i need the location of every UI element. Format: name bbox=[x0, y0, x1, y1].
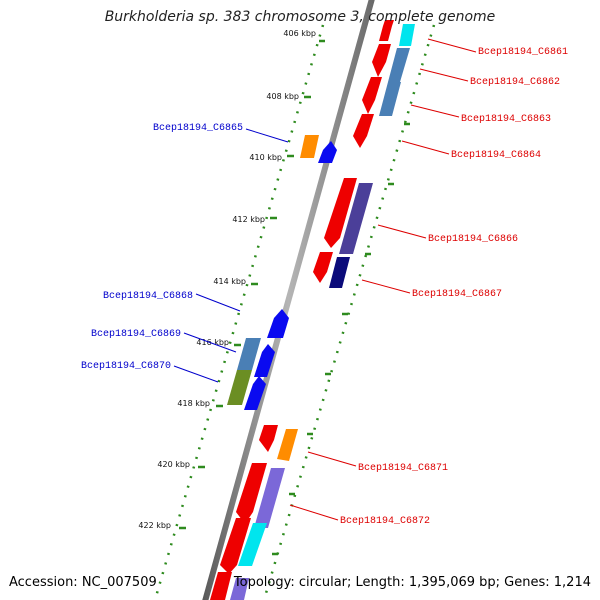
gene-box[interactable] bbox=[237, 338, 261, 370]
gene-box[interactable] bbox=[399, 24, 415, 46]
gene-box[interactable] bbox=[230, 578, 249, 600]
scale-label: 420 kbp bbox=[157, 460, 190, 469]
gene-box[interactable] bbox=[277, 429, 298, 461]
gene-box[interactable] bbox=[379, 82, 401, 116]
gene-box[interactable] bbox=[300, 135, 319, 158]
gene-arrow[interactable] bbox=[313, 252, 333, 283]
scale-label: 416 kbp bbox=[196, 338, 229, 347]
reverse-strand-genes bbox=[210, 20, 415, 600]
gene-arrow[interactable] bbox=[220, 518, 251, 574]
scale-label: 408 kbp bbox=[266, 92, 299, 101]
scale-label: 406 kbp bbox=[283, 29, 316, 38]
gene-arrow[interactable] bbox=[362, 77, 382, 114]
gene-box[interactable] bbox=[254, 468, 285, 528]
gene-arrow[interactable] bbox=[236, 463, 267, 524]
gene-box[interactable] bbox=[339, 183, 373, 254]
scale-label: 414 kbp bbox=[213, 277, 246, 286]
accession-text: Accession: NC_007509 bbox=[9, 575, 157, 590]
gene-arrow[interactable] bbox=[324, 178, 357, 248]
gene-arrow[interactable] bbox=[244, 376, 266, 410]
gene-label[interactable]: Bcep18194_C6869 bbox=[91, 329, 181, 340]
gene-box[interactable] bbox=[238, 523, 267, 566]
gene-arrow[interactable] bbox=[254, 344, 275, 377]
gene-box[interactable] bbox=[329, 257, 350, 288]
gene-arrow[interactable] bbox=[259, 425, 278, 452]
gene-label[interactable]: Bcep18194_C6870 bbox=[81, 361, 171, 372]
gene-box[interactable] bbox=[388, 48, 410, 82]
gene-label[interactable]: Bcep18194_C6861 bbox=[478, 47, 568, 58]
gene-box[interactable] bbox=[227, 370, 252, 405]
scale-marks bbox=[179, 39, 410, 556]
gene-arrow[interactable] bbox=[353, 114, 374, 148]
gene-arrow[interactable] bbox=[267, 309, 289, 338]
gene-label[interactable]: Bcep18194_C6865 bbox=[153, 123, 243, 134]
gene-label[interactable]: Bcep18194_C6868 bbox=[103, 291, 193, 302]
scale-label: 422 kbp bbox=[138, 521, 171, 530]
genome-summary-text: Topology: circular; Length: 1,395,069 bp… bbox=[233, 575, 591, 590]
forward-strand-genes bbox=[227, 135, 337, 410]
gene-arrow[interactable] bbox=[210, 572, 232, 600]
reverse-tick-track bbox=[262, 24, 436, 600]
genome-backbone bbox=[202, 0, 375, 600]
gene-label[interactable]: Bcep18194_C6863 bbox=[461, 114, 551, 125]
map-title: Burkholderia sp. 383 chromosome 3, compl… bbox=[104, 9, 496, 25]
gene-label[interactable]: Bcep18194_C6867 bbox=[412, 289, 502, 300]
callout-lines bbox=[173, 38, 477, 521]
scale-label: 418 kbp bbox=[177, 399, 210, 408]
scale-label: 412 kbp bbox=[232, 215, 265, 224]
gene-label[interactable]: Bcep18194_C6872 bbox=[340, 516, 430, 527]
gene-label[interactable]: Bcep18194_C6871 bbox=[358, 463, 448, 474]
gene-arrow[interactable] bbox=[372, 44, 391, 77]
gene-arrow[interactable] bbox=[318, 141, 337, 163]
scale-label: 410 kbp bbox=[249, 153, 282, 162]
gene-arrow[interactable] bbox=[379, 20, 394, 41]
gene-label[interactable]: Bcep18194_C6862 bbox=[470, 77, 560, 88]
gene-label[interactable]: Bcep18194_C6864 bbox=[451, 150, 541, 161]
gene-label[interactable]: Bcep18194_C6866 bbox=[428, 234, 518, 245]
